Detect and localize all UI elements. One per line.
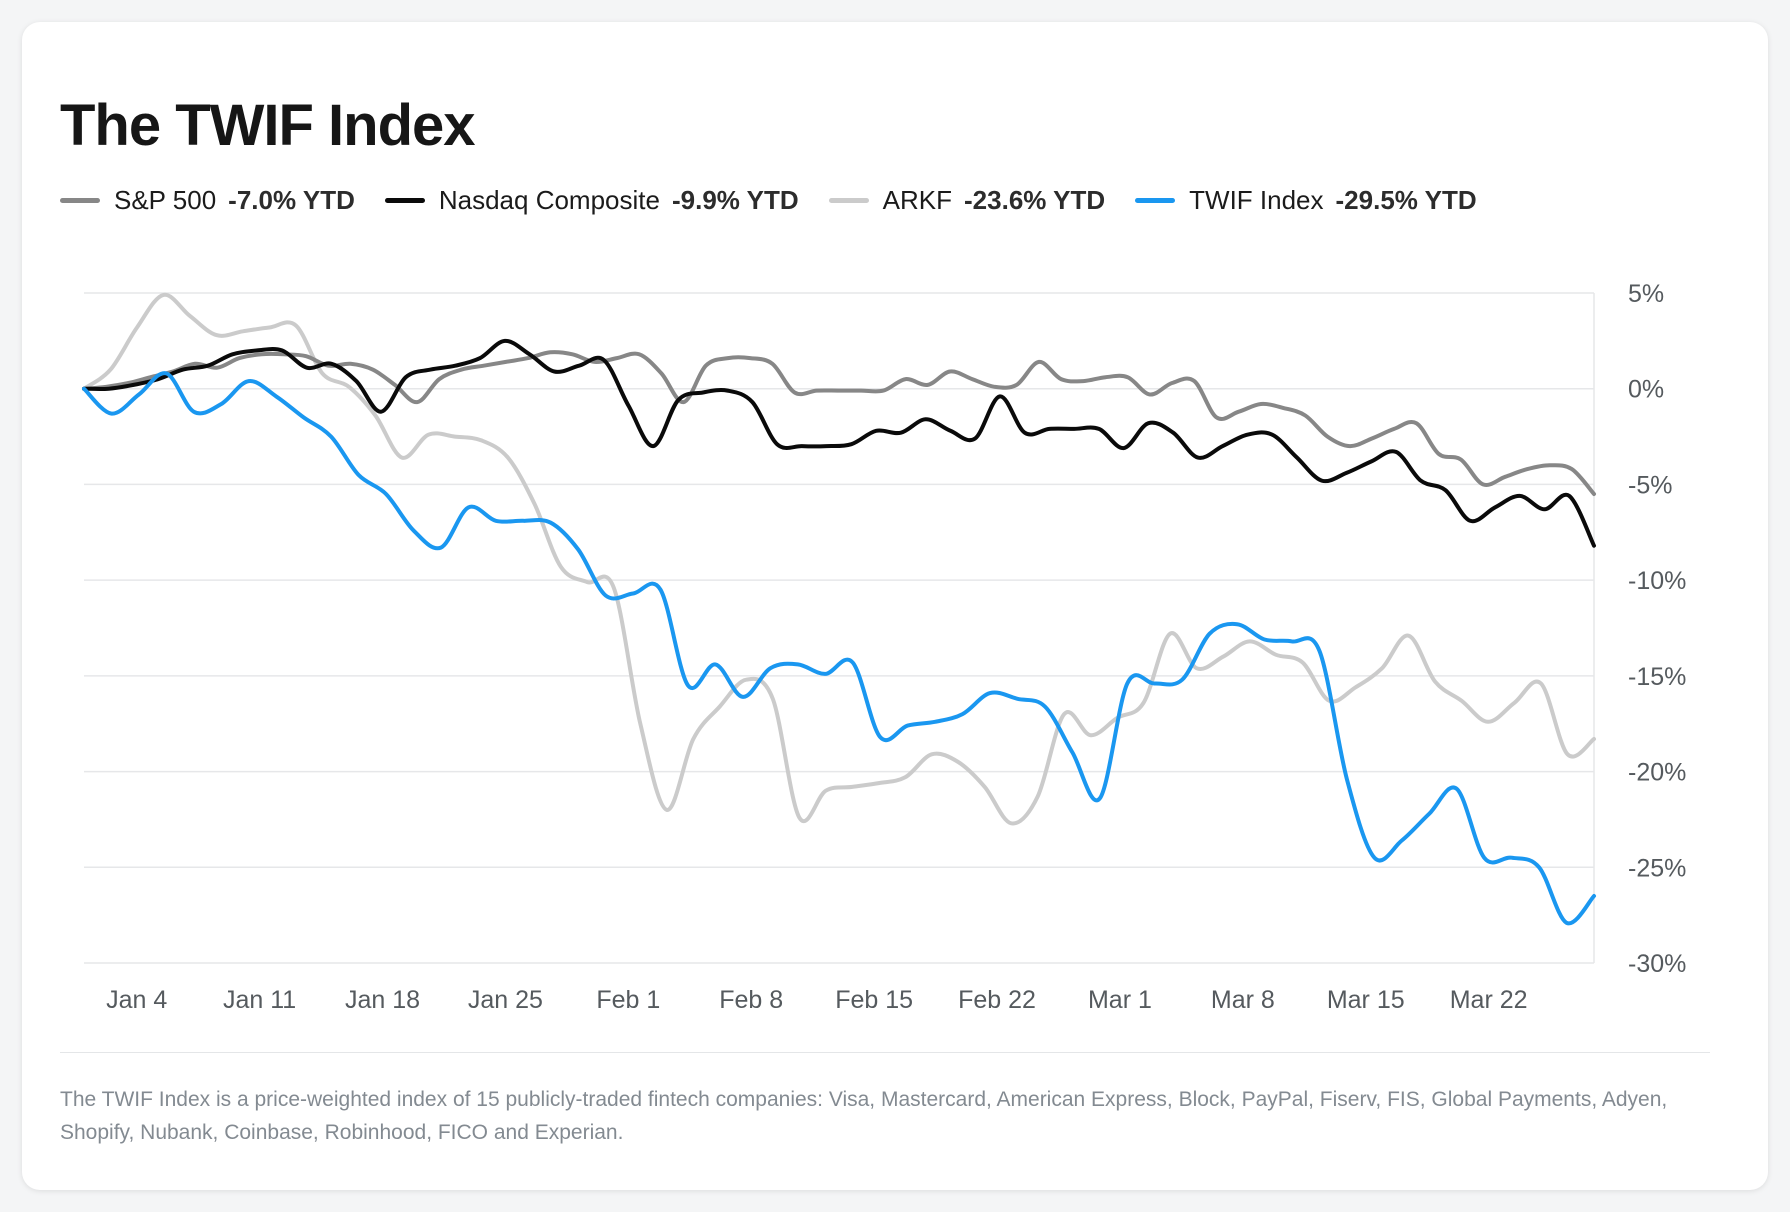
legend-swatch-twif bbox=[1135, 198, 1176, 203]
legend-swatch-sp500 bbox=[60, 198, 100, 203]
legend-label: S&P 500 bbox=[114, 185, 217, 215]
series-line-nasdaq[interactable] bbox=[82, 338, 1596, 548]
x-axis-ticks: Jan 4 Jan 11 Jan 18 Jan 25 Feb 1 Feb 8 Feb 15 F… bbox=[106, 986, 1527, 1014]
series-lines bbox=[82, 292, 1596, 926]
legend-ytd-value: -23.6% YTD bbox=[964, 185, 1106, 215]
x-tick-label: Jan 18 bbox=[345, 986, 420, 1014]
y-tick-label: -15% bbox=[1628, 663, 1686, 691]
x-tick-label: Jan 11 bbox=[223, 986, 296, 1014]
legend-label: ARKF bbox=[882, 185, 953, 215]
chart-title: The TWIF Index bbox=[60, 93, 476, 158]
x-tick-label: Jan 4 bbox=[106, 986, 167, 1014]
y-tick-label: 0% bbox=[1628, 376, 1664, 404]
x-tick-label: Mar 22 bbox=[1450, 986, 1528, 1014]
legend-item-twif[interactable]: TWIF Index -29.5% YTD bbox=[1135, 185, 1477, 216]
gridlines bbox=[84, 292, 1595, 964]
x-tick-label: Feb 8 bbox=[719, 986, 783, 1014]
legend-swatch-nasdaq bbox=[384, 198, 425, 203]
y-tick-label: -25% bbox=[1628, 854, 1686, 882]
y-tick-label: 5% bbox=[1628, 280, 1664, 308]
series-line-twif[interactable] bbox=[82, 371, 1596, 926]
y-tick-label: -20% bbox=[1628, 759, 1686, 787]
x-tick-label: Feb 22 bbox=[958, 986, 1036, 1014]
x-tick-label: Mar 8 bbox=[1211, 986, 1275, 1014]
x-tick-label: Mar 1 bbox=[1088, 986, 1152, 1014]
y-axis-ticks: 5% 0% -5% -10% -15% -20% -25% -30% bbox=[1628, 280, 1686, 978]
y-tick-label: -5% bbox=[1628, 471, 1672, 499]
y-tick-label: -30% bbox=[1628, 950, 1686, 978]
legend-label: Nasdaq Composite bbox=[438, 185, 660, 215]
x-tick-label: Feb 15 bbox=[835, 986, 913, 1014]
legend-item-sp500[interactable]: S&P 500 -7.0% YTD bbox=[60, 185, 355, 216]
chart-card bbox=[22, 22, 1768, 1190]
x-tick-label: Jan 25 bbox=[468, 986, 543, 1014]
x-tick-label: Mar 15 bbox=[1327, 986, 1405, 1014]
series-line-arkf[interactable] bbox=[82, 292, 1596, 826]
legend-item-nasdaq[interactable]: Nasdaq Composite -9.9% YTD bbox=[384, 185, 799, 216]
legend: S&P 500 -7.0% YTD Nasdaq Composite -9.9%… bbox=[60, 185, 1507, 216]
x-tick-label: Feb 1 bbox=[596, 986, 660, 1014]
legend-label: TWIF Index bbox=[1189, 185, 1324, 215]
legend-item-arkf[interactable]: ARKF -23.6% YTD bbox=[828, 185, 1106, 216]
legend-swatch-arkf bbox=[828, 198, 869, 203]
legend-ytd-value: -9.9% YTD bbox=[671, 185, 799, 215]
y-tick-label: -10% bbox=[1628, 567, 1686, 595]
footer-divider bbox=[60, 1052, 1710, 1053]
legend-ytd-value: -29.5% YTD bbox=[1335, 185, 1477, 215]
legend-ytd-value: -7.0% YTD bbox=[228, 185, 355, 215]
footnote: The TWIF Index is a price-weighted index… bbox=[60, 1088, 1668, 1144]
